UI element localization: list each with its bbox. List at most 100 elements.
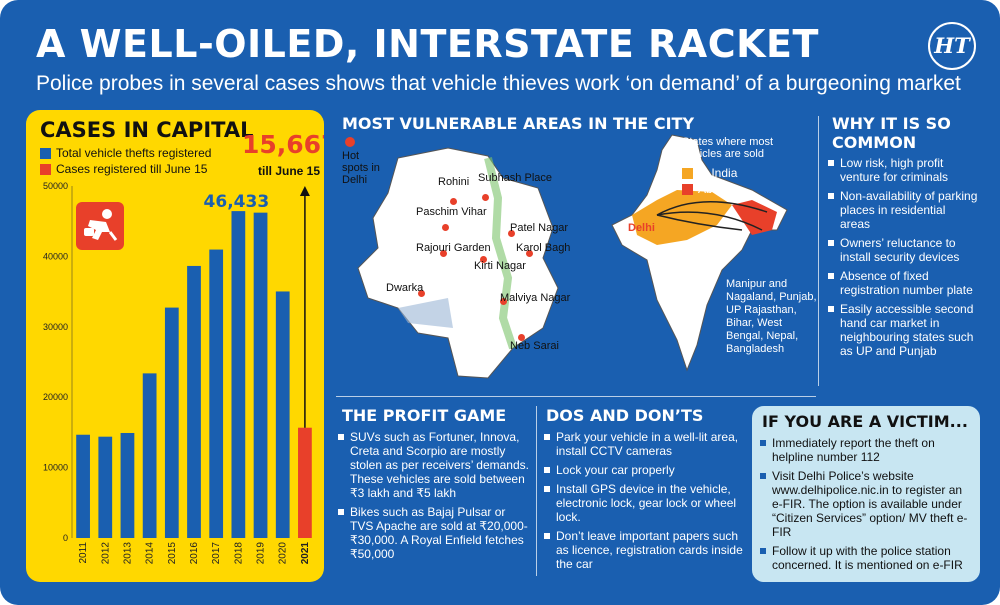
why-item: Low risk, high profit venture for crimin… [828,156,978,184]
y-tick-label: 20000 [43,392,68,402]
chart-panel: CASES IN CAPITAL Total vehicle thefts re… [26,110,324,582]
divider-dos [536,406,537,576]
hotspot-label: Subhash Place [478,172,552,184]
bar-2014 [142,373,157,538]
dos-item: Lock your car properly [544,463,744,477]
why-list: Low risk, high profit venture for crimin… [828,156,978,363]
dos-item: Park your vehicle in a well-lit area, in… [544,430,744,458]
victim-list: Immediately report the theft on helpline… [760,436,974,577]
label-in-india: In India [698,166,738,180]
victim-item: Visit Delhi Police’s website www.delhipo… [760,469,974,539]
x-tick-label: 2013 [122,542,133,565]
legend-swatch-june [40,163,51,175]
dos-title: DOS AND DON’TS [546,406,704,425]
hotspot-dot [442,224,449,231]
victim-item: Follow it up with the police station con… [760,544,974,572]
hotspot-label: Paschim Vihar [416,206,487,218]
y-tick-label: 30000 [43,322,68,332]
hotspot-legend-label: Hot spots in Delhi [342,150,380,186]
legend-label-total: Total vehicle thefts registered [56,146,212,160]
bar-2011 [76,434,90,538]
why-item: Non-availability of parking places in re… [828,189,978,231]
delhi-map [357,147,559,379]
profit-list: SUVs such as Fortuner, Innova, Creta and… [338,430,530,566]
hotspot-dot [526,250,533,257]
hotspot-label: Patel Nagar [510,222,569,234]
dos-list: Park your vehicle in a well-lit area, in… [544,430,744,576]
hotspot-dot [480,256,487,263]
swatch-abroad [682,183,693,195]
india-legend-abroad: Abroad [682,182,737,196]
delhi-label: Delhi [628,222,655,234]
hotspot-label: Karol Bagh [516,242,571,254]
hotspot-dot [440,250,447,257]
why-item: Owners’ reluctance to install security d… [828,236,978,264]
bar-2018 [231,211,246,538]
india-legend-title: States where most vehicles are sold [682,136,774,160]
arrow-head-2021 [299,186,310,196]
states-list: Manipur and Nagaland, Punjab, UP Rajasth… [726,278,817,355]
chart-title: CASES IN CAPITAL [40,118,254,142]
content-panel: MOST VULNERABLE AREAS IN THE CITY Hot sp… [332,110,980,582]
swatch-in-india [682,167,693,179]
hotspot-dot [518,334,525,341]
y-tick-label: 40000 [43,251,68,261]
legend-swatch-total [40,147,51,159]
city-map-title: MOST VULNERABLE AREAS IN THE CITY [342,114,695,133]
bar-2012 [98,436,113,538]
y-tick-label: 50000 [43,181,68,191]
x-tick-label: 2014 [145,542,156,565]
why-item: Easily accessible second hand car market… [828,302,978,358]
bar-2016 [187,265,201,538]
page-title: A WELL-OILED, INTERSTATE RACKET [36,22,819,66]
legend-june: Cases registered till June 15 [40,162,207,176]
legend-total: Total vehicle thefts registered [40,146,211,160]
profit-item: SUVs such as Fortuner, Innova, Creta and… [338,430,530,500]
bar-2020 [275,291,290,538]
x-tick-label: 2016 [189,542,200,565]
x-tick-label: 2020 [278,542,289,565]
hotspot-dot [482,194,489,201]
big-number: 15,667 [242,130,324,159]
bar-2015 [164,307,179,538]
bar-2019 [253,212,268,538]
big-number-caption: till June 15 [258,164,321,178]
profit-title: THE PROFIT GAME [342,406,507,425]
hotspot-label: Malviya Nagar [500,292,571,304]
why-item: Absence of fixed registration number pla… [828,269,978,297]
india-legend-in: In India [682,166,737,180]
hotspot-dot [450,198,457,205]
ht-logo: HT [928,22,976,70]
bar-2017 [209,249,224,538]
x-tick-label: 2017 [211,542,222,565]
legend-label-june: Cases registered till June 15 [56,162,208,176]
victim-box: IF YOU ARE A VICTIM... Immediately repor… [752,406,980,582]
hotspot-label: Dwarka [386,282,424,294]
dos-item: Don’t leave important papers such as lic… [544,529,744,571]
why-title: WHY IT IS SO COMMON [832,114,951,152]
y-tick-label: 0 [63,533,68,543]
dos-item: Install GPS device in the vehicle, elect… [544,482,744,524]
y-tick-label: 10000 [43,463,68,473]
x-tick-label: 2021 [300,542,311,565]
label-abroad: Abroad [698,182,737,196]
victim-title: IF YOU ARE A VICTIM... [762,412,968,431]
hotspot-label: Neb Sarai [510,340,559,352]
hotspot-dot [418,290,425,297]
bar-chart: 0 10000 20000 30000 40000 50000 2011 2012 2013 20… [43,181,312,565]
hotspot-dot [500,298,507,305]
hotspot-label: Rohini [438,176,470,188]
x-tick-label: 2015 [167,542,178,565]
page-subtitle: Police probes in several cases shows tha… [36,72,961,95]
divider-why [818,116,819,386]
data-label-2018: 46,433 [204,192,270,212]
x-tick-label: 2019 [256,542,267,565]
hotspot-legend-dot [345,137,355,147]
x-tick-label: 2018 [233,542,244,565]
bar-2021 [298,427,312,538]
victim-item: Immediately report the theft on helpline… [760,436,974,464]
hotspot-label: Rajouri Garden [416,242,491,254]
profit-item: Bikes such as Bajaj Pulsar or TVS Apache… [338,505,530,561]
bar-2013 [120,432,135,538]
